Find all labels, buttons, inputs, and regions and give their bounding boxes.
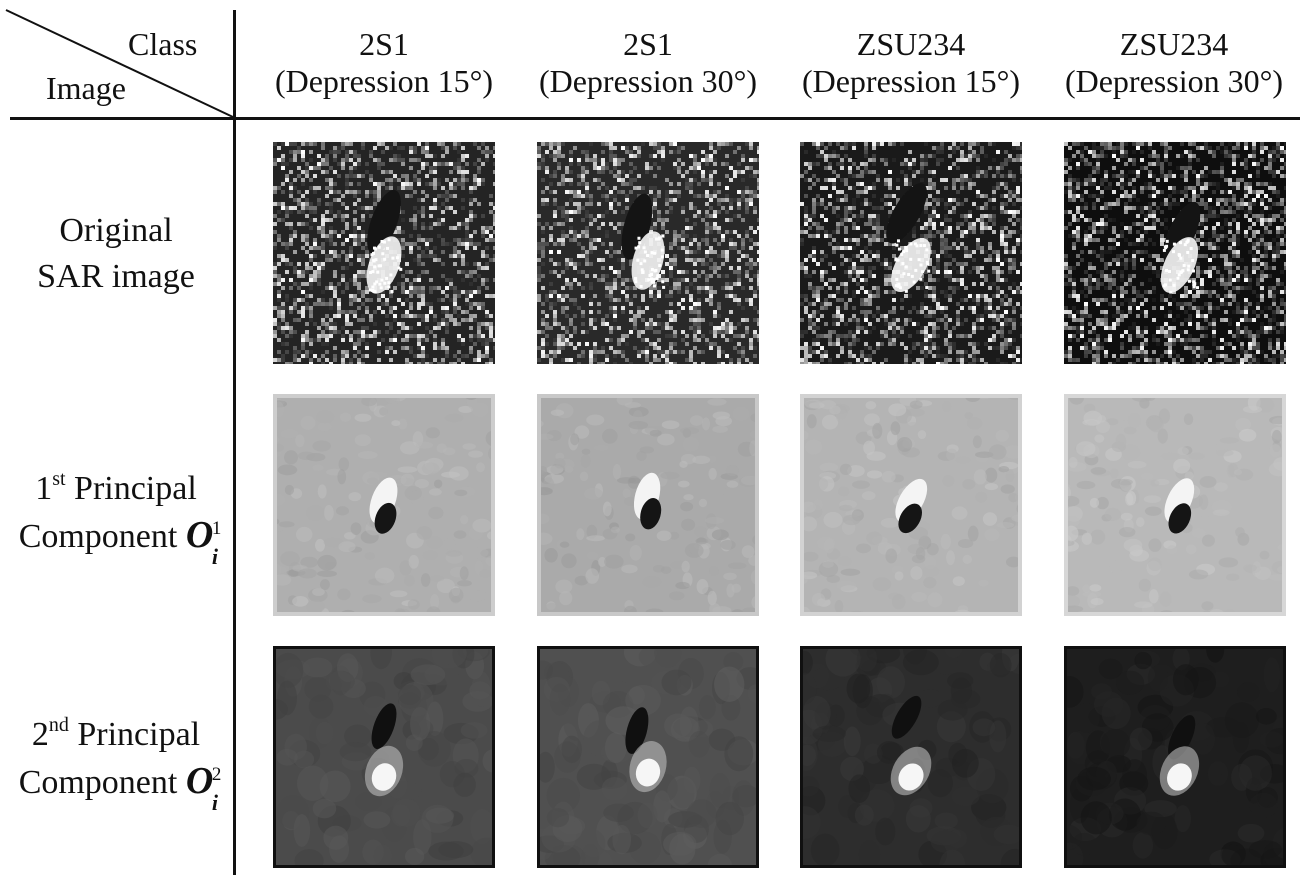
ordinal-suffix: st xyxy=(52,468,66,490)
corner-diagonal-line xyxy=(5,9,234,118)
column-header-2s1-15: 2S1 (Depression 15°) xyxy=(253,26,515,100)
sar-image-pc1-2s1-30 xyxy=(537,394,759,616)
sar-image-pc2-2s1-30 xyxy=(537,646,759,868)
column-class-label: ZSU234 xyxy=(856,26,966,62)
row-label-rest: Principal xyxy=(68,716,201,753)
row-label-rest: Principal xyxy=(65,470,197,507)
sar-image-pc1-zsu234-30 xyxy=(1064,394,1286,616)
sar-image-original-2s1-15 xyxy=(273,142,495,364)
vertical-rule xyxy=(233,10,236,875)
row-label-line2: SAR image xyxy=(37,258,195,295)
ordinal-number: 2 xyxy=(31,716,49,753)
ordinal-number: 1 xyxy=(35,470,53,507)
column-header-zsu234-15: ZSU234 (Depression 15°) xyxy=(780,26,1042,100)
column-class-label: 2S1 xyxy=(359,26,409,62)
row-label-line2: Component xyxy=(18,764,186,801)
corner-header-cell: Class Image xyxy=(0,0,235,118)
sar-image-pc1-2s1-15 xyxy=(273,394,495,616)
sar-image-original-zsu234-30 xyxy=(1064,142,1286,364)
ordinal-suffix: nd xyxy=(48,714,69,736)
row-label-line2: Component xyxy=(18,518,186,555)
column-depression-label: (Depression 15°) xyxy=(801,63,1021,99)
column-header-zsu234-30: ZSU234 (Depression 30°) xyxy=(1043,26,1300,100)
column-depression-label: (Depression 30°) xyxy=(538,63,758,99)
column-header-2s1-30: 2S1 (Depression 30°) xyxy=(517,26,779,100)
sar-image-pc2-zsu234-30 xyxy=(1064,646,1286,868)
column-class-label: 2S1 xyxy=(623,26,673,62)
symbol-superscript: 2 xyxy=(211,764,222,785)
sar-image-pc1-zsu234-15 xyxy=(800,394,1022,616)
row-label-line1: Original xyxy=(59,212,173,249)
row-header-original: Original SAR image xyxy=(0,208,232,300)
symbol-subscript: i xyxy=(211,790,218,815)
column-depression-label: (Depression 30°) xyxy=(1064,63,1284,99)
corner-image-label: Image xyxy=(46,70,126,106)
column-class-label: ZSU234 xyxy=(1119,26,1229,62)
symbol-subscript: i xyxy=(211,544,218,569)
column-depression-label: (Depression 15°) xyxy=(274,63,494,99)
sar-image-pc2-zsu234-15 xyxy=(800,646,1022,868)
corner-class-label: Class xyxy=(128,26,198,62)
sar-image-original-zsu234-15 xyxy=(800,142,1022,364)
symbol-superscript: 1 xyxy=(211,518,222,539)
sar-image-original-2s1-30 xyxy=(537,142,759,364)
horizontal-rule xyxy=(10,117,1300,120)
sar-image-pc2-2s1-15 xyxy=(273,646,495,868)
